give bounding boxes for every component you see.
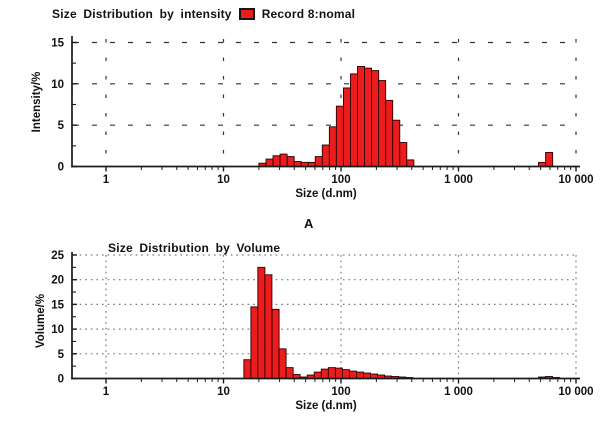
svg-text:20: 20	[51, 275, 64, 287]
svg-text:1 000: 1 000	[444, 174, 473, 186]
svg-text:100: 100	[331, 386, 350, 398]
intensity-y-axis-label: Intensity/%	[31, 71, 43, 133]
svg-text:1 000: 1 000	[444, 386, 473, 398]
svg-text:10: 10	[217, 174, 230, 186]
svg-text:10: 10	[217, 386, 230, 398]
legend-swatch-icon	[238, 8, 255, 20]
svg-text:100: 100	[331, 174, 350, 186]
intensity-x-axis-label: Size (d.nm)	[295, 188, 357, 200]
intensity-chart-title: Size Distribution by intensity	[52, 7, 232, 21]
panel-label-a: A	[304, 216, 314, 231]
volume-chart-title: Size Distribution by Volume	[108, 241, 281, 255]
intensity-title-row: Size Distribution by intensity Record 8:…	[52, 6, 355, 22]
svg-text:5: 5	[58, 120, 65, 132]
volume-y-axis-label: Volume/%	[35, 293, 47, 349]
svg-text:0: 0	[58, 374, 64, 386]
svg-text:10 000: 10 000	[558, 386, 593, 398]
svg-text:5: 5	[58, 349, 65, 361]
volume-x-axis-label: Size (d.nm)	[295, 400, 357, 412]
svg-text:0: 0	[58, 162, 64, 174]
svg-text:10: 10	[51, 324, 64, 336]
legend-label: Record 8:nomal	[261, 7, 356, 21]
svg-text:10: 10	[51, 79, 64, 91]
volume-title-row: Size Distribution by Volume	[108, 240, 280, 256]
svg-text:1: 1	[103, 386, 110, 398]
svg-text:15: 15	[51, 299, 64, 311]
svg-text:15: 15	[51, 37, 64, 49]
svg-text:10 000: 10 000	[558, 174, 593, 186]
svg-text:25: 25	[51, 250, 64, 262]
svg-text:1: 1	[103, 174, 110, 186]
